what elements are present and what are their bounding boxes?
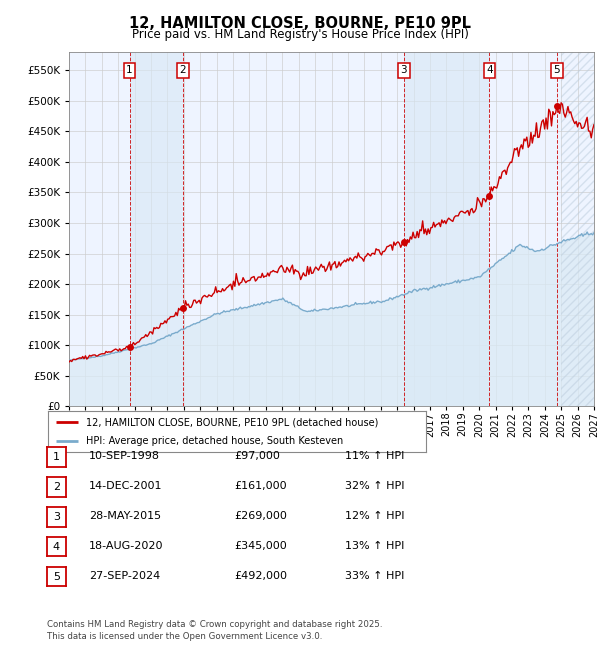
Text: 13% ↑ HPI: 13% ↑ HPI (345, 541, 404, 551)
Text: 3: 3 (400, 65, 407, 75)
Text: 12% ↑ HPI: 12% ↑ HPI (345, 511, 404, 521)
Text: £492,000: £492,000 (234, 571, 287, 581)
Text: 5: 5 (53, 571, 60, 582)
Text: £161,000: £161,000 (234, 481, 287, 491)
Text: Contains HM Land Registry data © Crown copyright and database right 2025.
This d: Contains HM Land Registry data © Crown c… (47, 620, 382, 641)
Text: 28-MAY-2015: 28-MAY-2015 (89, 511, 161, 521)
Text: 27-SEP-2024: 27-SEP-2024 (89, 571, 160, 581)
Text: 5: 5 (554, 65, 560, 75)
Text: 4: 4 (486, 65, 493, 75)
Text: 18-AUG-2020: 18-AUG-2020 (89, 541, 163, 551)
Bar (561, 52, 600, 406)
Text: 3: 3 (53, 512, 60, 522)
Text: 12, HAMILTON CLOSE, BOURNE, PE10 9PL: 12, HAMILTON CLOSE, BOURNE, PE10 9PL (129, 16, 471, 31)
Text: 1: 1 (53, 452, 60, 462)
Text: Price paid vs. HM Land Registry's House Price Index (HPI): Price paid vs. HM Land Registry's House … (131, 28, 469, 41)
Bar (130, 52, 183, 406)
Text: £269,000: £269,000 (234, 511, 287, 521)
Bar (561, 52, 600, 406)
Bar (404, 52, 490, 406)
Text: £97,000: £97,000 (234, 451, 280, 462)
Text: HPI: Average price, detached house, South Kesteven: HPI: Average price, detached house, Sout… (86, 436, 343, 446)
Text: 32% ↑ HPI: 32% ↑ HPI (345, 481, 404, 491)
Text: 10-SEP-1998: 10-SEP-1998 (89, 451, 160, 462)
Text: 11% ↑ HPI: 11% ↑ HPI (345, 451, 404, 462)
Text: 2: 2 (53, 482, 60, 492)
Text: 4: 4 (53, 541, 60, 552)
Text: £345,000: £345,000 (234, 541, 287, 551)
Text: 12, HAMILTON CLOSE, BOURNE, PE10 9PL (detached house): 12, HAMILTON CLOSE, BOURNE, PE10 9PL (de… (86, 417, 378, 427)
Text: 14-DEC-2001: 14-DEC-2001 (89, 481, 162, 491)
Text: 2: 2 (180, 65, 187, 75)
Text: 1: 1 (126, 65, 133, 75)
Text: 33% ↑ HPI: 33% ↑ HPI (345, 571, 404, 581)
